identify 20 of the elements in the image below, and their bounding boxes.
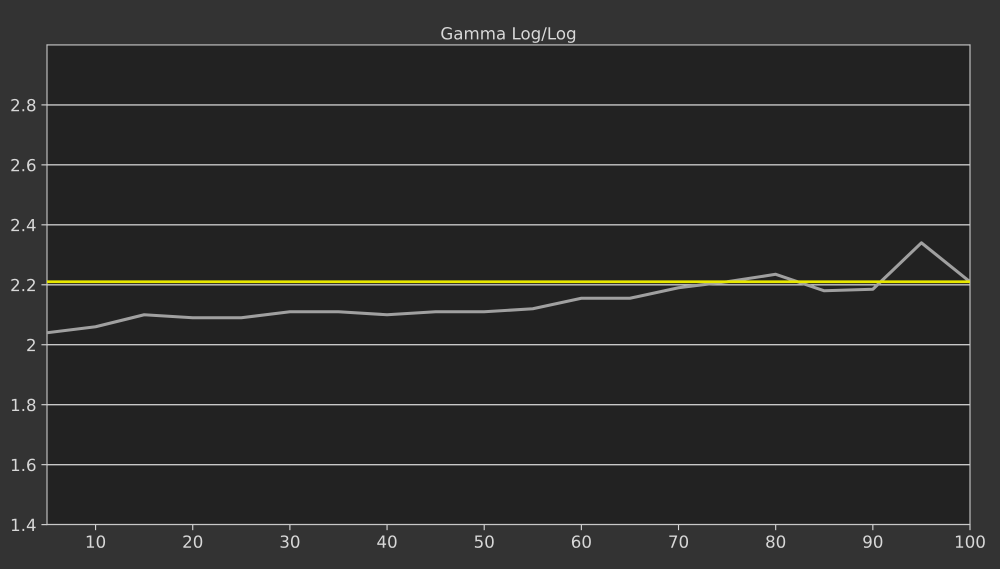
y-tick-label: 2.8 <box>11 98 36 112</box>
y-tick-label: 2.6 <box>11 158 36 172</box>
x-tick-label: 50 <box>474 535 494 548</box>
y-tick-label: 2 <box>27 338 35 352</box>
y-tick-label: 1.4 <box>12 518 36 531</box>
x-tick-label: 20 <box>183 535 202 548</box>
x-tick-label: 10 <box>86 535 106 548</box>
x-tick-label: 30 <box>280 535 300 548</box>
x-tick-label: 80 <box>766 535 786 548</box>
x-tick-label: 90 <box>863 535 882 548</box>
y-tick-label: 1.8 <box>12 398 36 412</box>
x-tick-label: 60 <box>572 535 591 548</box>
chart-title: Gamma Log/Log <box>441 27 576 43</box>
y-tick-label: 2.4 <box>11 218 36 232</box>
x-tick-label: 70 <box>669 535 688 548</box>
y-tick-label: 1.6 <box>12 458 36 472</box>
x-tick-label: 100 <box>956 535 985 548</box>
x-tick-label: 40 <box>377 535 397 548</box>
line-series <box>47 241 970 334</box>
y-tick-label: 2.2 <box>11 278 35 292</box>
